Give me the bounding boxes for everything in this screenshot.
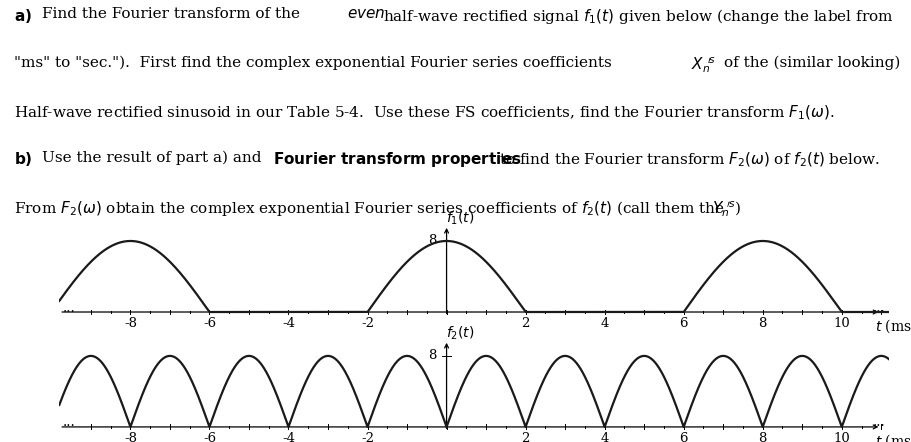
Text: -6: -6 [202,317,216,330]
Text: $X_n\!{}'{}^{\!s}$: $X_n\!{}'{}^{\!s}$ [691,55,715,75]
Text: 4: 4 [599,432,609,442]
Text: $f_1(t)$: $f_1(t)$ [445,210,474,227]
Text: to find the Fourier transform $F_2(\omega)$ of $f_2(t)$ below.: to find the Fourier transform $F_2(\omeg… [498,150,879,169]
Text: From $F_2(\omega)$ obtain the complex exponential Fourier series coefficients of: From $F_2(\omega)$ obtain the complex ex… [14,199,724,218]
Text: $Y_n\!{}'{}^{\!s}$): $Y_n\!{}'{}^{\!s}$) [711,199,740,218]
Text: "ms" to "sec.").  First find the complex exponential Fourier series coefficients: "ms" to "sec."). First find the complex … [14,55,610,70]
Text: ...: ... [63,415,76,430]
Text: ...: ... [872,301,885,315]
Text: $\it{even}$: $\it{even}$ [346,7,385,21]
Text: $t$ (ms): $t$ (ms) [875,318,911,335]
Text: -8: -8 [124,317,137,330]
Text: half-wave rectified signal $f_1(t)$ given below (change the label from: half-wave rectified signal $f_1(t)$ give… [383,7,893,26]
Text: $\mathbf{Fourier\ transform\ properties}$: $\mathbf{Fourier\ transform\ properties}… [272,150,521,169]
Text: -6: -6 [202,432,216,442]
Text: $\mathbf{a)}$: $\mathbf{a)}$ [14,7,32,25]
Text: 8: 8 [428,350,436,362]
Text: 4: 4 [599,317,609,330]
Text: -4: -4 [281,432,294,442]
Text: ...: ... [63,301,76,315]
Text: ...: ... [872,415,885,430]
Text: 2: 2 [521,317,529,330]
Text: $\mathbf{b)}$: $\mathbf{b)}$ [14,150,32,168]
Text: -8: -8 [124,432,137,442]
Text: 10: 10 [833,317,849,330]
Text: $f_2(t)$: $f_2(t)$ [445,324,474,342]
Text: of the (similar looking): of the (similar looking) [723,55,899,70]
Text: 6: 6 [679,317,687,330]
Text: 2: 2 [521,432,529,442]
Text: -4: -4 [281,317,294,330]
Text: -2: -2 [361,317,374,330]
Text: Half-wave rectified sinusoid in our Table 5-4.  Use these FS coefficients, find : Half-wave rectified sinusoid in our Tabl… [14,104,833,122]
Text: -2: -2 [361,432,374,442]
Text: 8: 8 [758,317,766,330]
Text: 6: 6 [679,432,687,442]
Text: Find the Fourier transform of the: Find the Fourier transform of the [42,7,305,21]
Text: $t$ (ms): $t$ (ms) [875,433,911,442]
Text: 8: 8 [428,235,436,248]
Text: 8: 8 [758,432,766,442]
Text: Use the result of part a) and: Use the result of part a) and [42,150,266,165]
Text: 10: 10 [833,432,849,442]
